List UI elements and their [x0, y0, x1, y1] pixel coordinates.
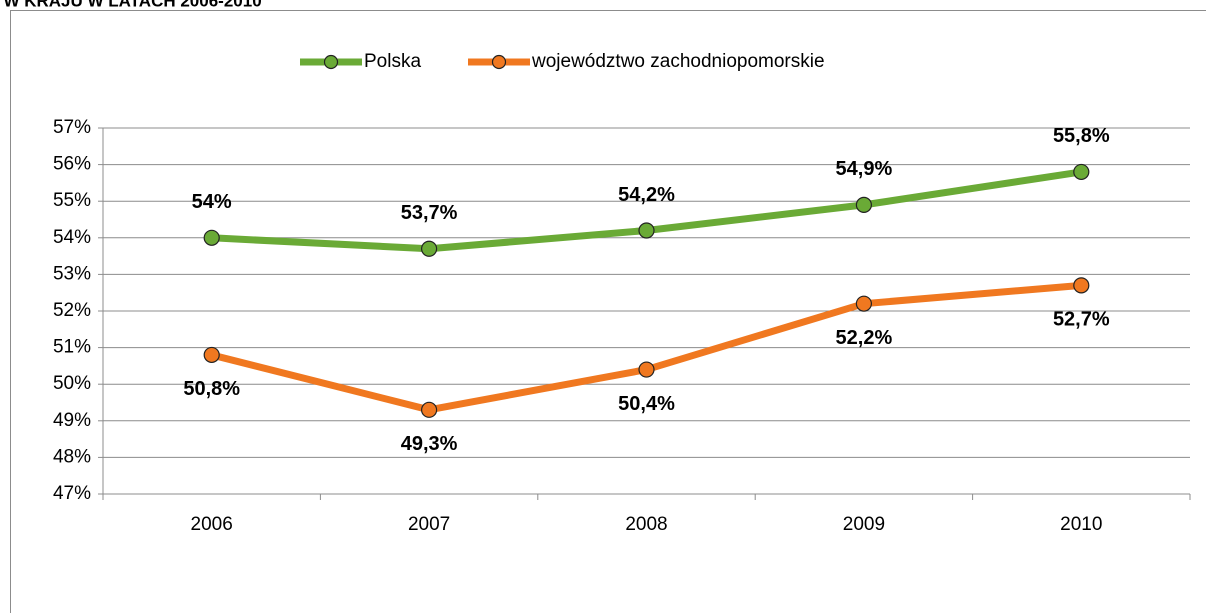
x-tick-label: 2008 [625, 514, 667, 535]
y-tick-label: 56% [53, 154, 91, 175]
legend-marker [491, 54, 507, 70]
y-tick-label: 48% [53, 446, 91, 467]
chart-title: I W KRAJU W LATACH 2006-2010 [0, 0, 262, 10]
x-tick-label: 2006 [191, 514, 233, 535]
y-tick-label: 55% [53, 190, 91, 211]
point-marker [421, 240, 438, 257]
point-marker [855, 196, 873, 213]
data-label: 49,3% [401, 433, 458, 455]
point-marker [638, 222, 655, 239]
data-label: 52,2% [836, 327, 893, 349]
point-marker [1073, 277, 1090, 294]
legend-label: Polska [364, 51, 421, 72]
point-marker [638, 361, 655, 378]
x-tick-label: 2007 [408, 514, 450, 535]
data-label: 50,4% [618, 393, 675, 415]
point-marker [203, 229, 220, 246]
y-tick-label: 50% [53, 373, 91, 394]
point-marker [1073, 163, 1090, 181]
legend-marker [323, 54, 339, 70]
legend-label: województwo zachodniopomorskie [531, 51, 825, 72]
y-tick-label: 49% [53, 410, 91, 431]
data-label: 54,2% [618, 184, 675, 206]
point-marker [203, 346, 220, 364]
x-tick-label: 2009 [843, 514, 885, 535]
y-tick-label: 47% [53, 483, 91, 504]
chart-frame [10, 10, 1206, 613]
data-label: 52,7% [1053, 309, 1110, 331]
y-tick-label: 51% [53, 337, 91, 358]
x-tick-label: 2010 [1060, 514, 1102, 535]
y-tick-label: 52% [53, 300, 91, 321]
point-marker [855, 295, 873, 312]
data-label: 50,8% [183, 378, 240, 400]
point-marker [421, 401, 438, 418]
data-label: 54% [192, 191, 232, 213]
y-tick-label: 57% [53, 117, 91, 138]
data-label: 55,8% [1053, 125, 1110, 147]
data-label: 53,7% [401, 202, 458, 224]
y-tick-label: 54% [53, 227, 91, 248]
y-tick-label: 53% [53, 263, 91, 284]
data-label: 54,9% [836, 158, 893, 180]
